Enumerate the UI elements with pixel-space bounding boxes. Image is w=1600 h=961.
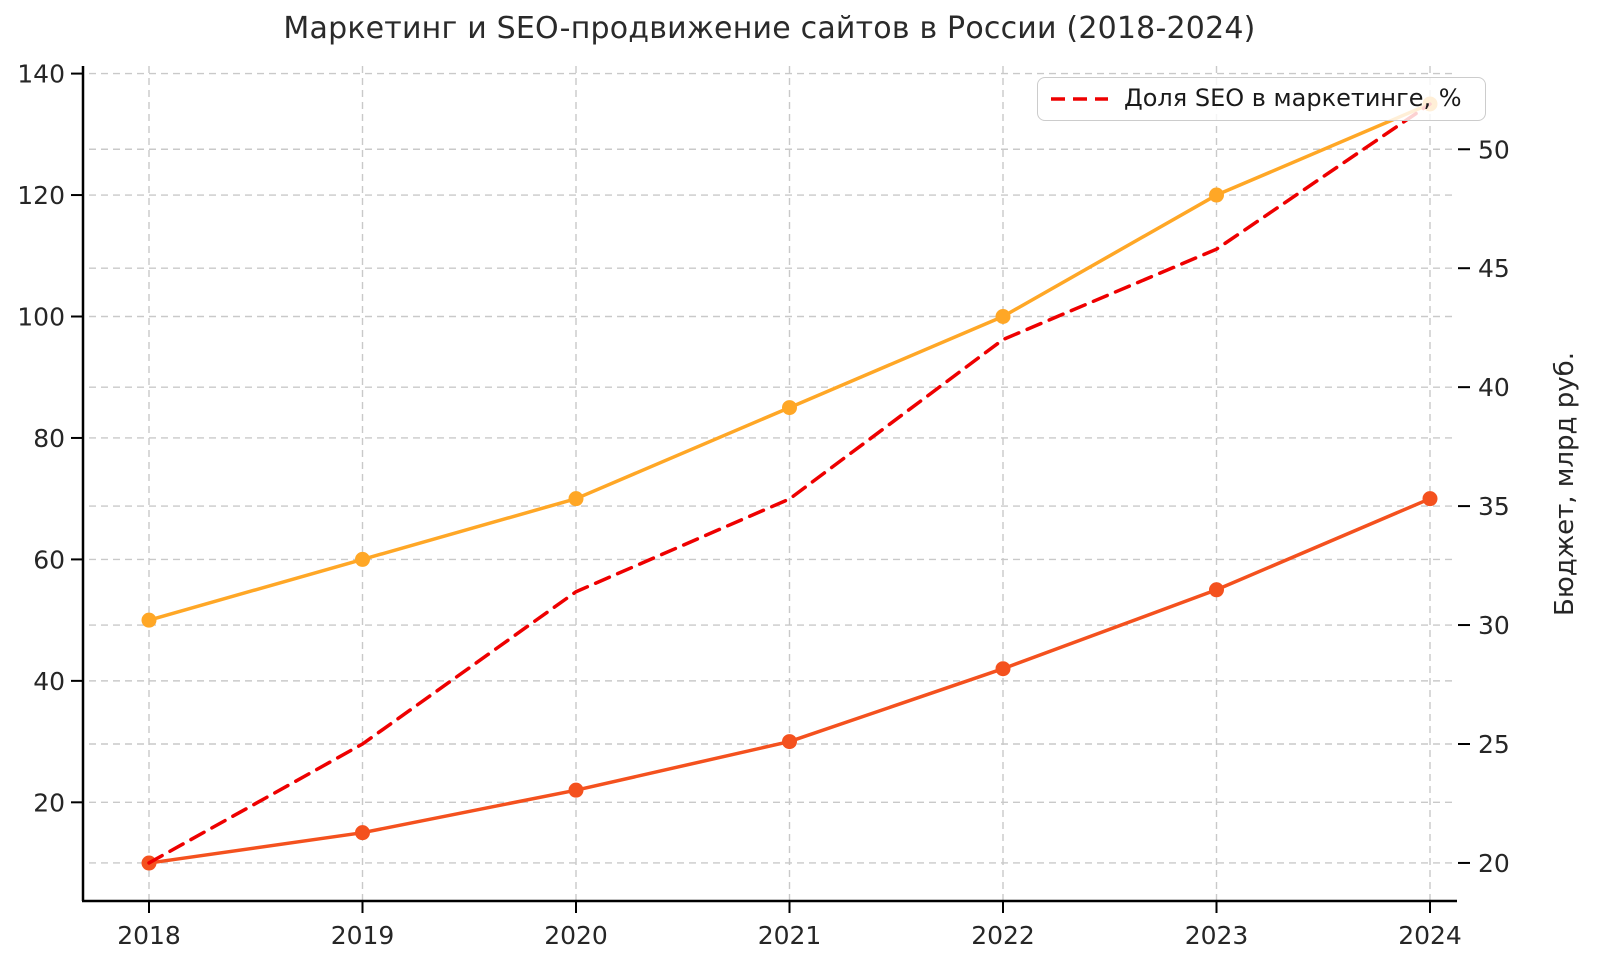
legend: Доля SEO в маркетинге, % (1037, 77, 1486, 121)
x-tick-label-2021: 2021 (758, 921, 822, 950)
right-tick-label-45: 45 (1478, 254, 1510, 283)
left-tick-label-140: 140 (17, 60, 65, 89)
right-tick-label-20: 20 (1478, 849, 1510, 878)
x-tick-label-2020: 2020 (544, 921, 608, 950)
series-lines (141, 96, 1438, 871)
axes: 20 40 60 80 100 120 140 20 25 30 35 40 45 50 2018 2019 2… (17, 60, 1510, 950)
marker-seo_budget_line-2023 (1209, 582, 1224, 598)
marker-seo_budget_line-2022 (995, 661, 1011, 677)
x-tick-label-2024: 2024 (1398, 921, 1462, 950)
marker-marketing_budget_line-2019 (355, 551, 370, 567)
legend-entry-label: Доля SEO в маркетинге, % (1124, 84, 1462, 112)
left-tick-label-60: 60 (33, 545, 65, 574)
right-tick-label-35: 35 (1478, 492, 1510, 521)
marker-marketing_budget_line-2023 (1209, 187, 1224, 203)
right-tick-label-50: 50 (1478, 135, 1510, 164)
right-tick-label-40: 40 (1478, 373, 1510, 402)
x-tick-label-2023: 2023 (1185, 921, 1249, 950)
right-tick-label-30: 30 (1478, 611, 1510, 640)
left-tick-label-100: 100 (17, 303, 65, 332)
marker-seo_budget_line-2019 (355, 825, 370, 841)
marker-marketing_budget_line-2020 (568, 491, 584, 507)
right-tick-label-25: 25 (1478, 730, 1510, 759)
right-axis-title: Бюджет, млрд руб. (1550, 352, 1580, 616)
marker-seo_budget_line-2024 (1422, 491, 1438, 507)
marker-seo_budget_line-2020 (568, 782, 584, 798)
marker-seo_budget_line-2021 (782, 734, 797, 750)
x-tick-label-2018: 2018 (117, 921, 181, 950)
marker-marketing_budget_line-2021 (782, 400, 797, 416)
line-seo_share_line (147, 102, 1432, 865)
left-tick-label-80: 80 (33, 424, 65, 453)
left-tick-label-20: 20 (33, 788, 65, 817)
marker-marketing_budget_line-2022 (995, 309, 1011, 324)
marker-marketing_budget_line-2018 (141, 612, 157, 628)
legend-dashed-line-sample (1051, 97, 1108, 101)
x-tick-label-2019: 2019 (331, 921, 395, 950)
line-marketing_budget_line (147, 102, 1432, 622)
left-tick-label-120: 120 (17, 181, 65, 210)
left-tick-label-40: 40 (33, 667, 65, 696)
gridlines (89, 66, 1456, 901)
x-tick-label-2022: 2022 (971, 921, 1035, 950)
chart-title: Маркетинг и SEO-продвижение сайтов в Рос… (283, 11, 1256, 46)
